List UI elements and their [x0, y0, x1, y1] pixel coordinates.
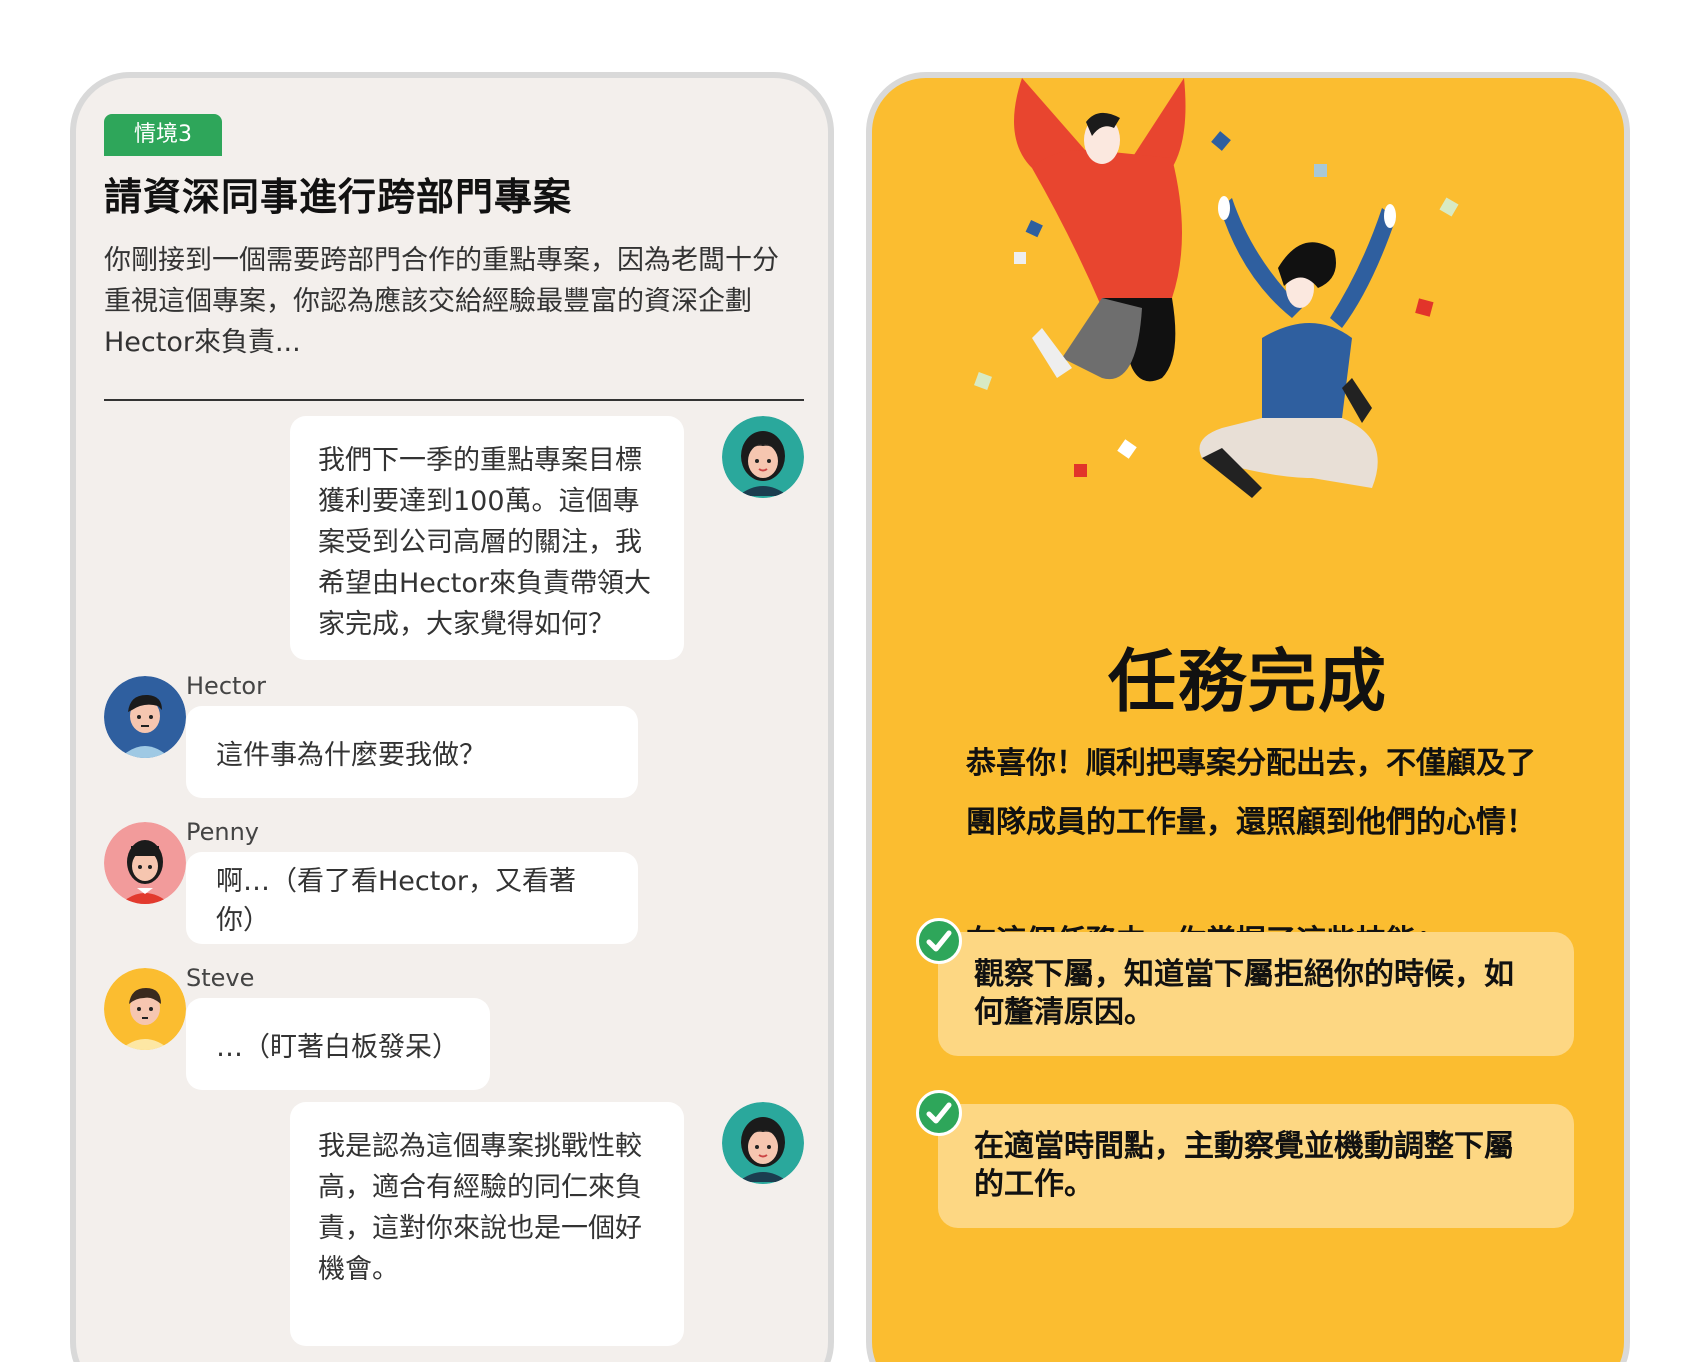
hector-name: Hector [186, 672, 266, 700]
woman-avatar-icon [722, 416, 804, 498]
celebration-illustration [974, 78, 1459, 498]
hector-avatar-icon [104, 676, 186, 758]
my-message-bubble-2: 我是認為這個專案挑戰性較高，適合有經驗的同仁來負責，這對你來說也是一個好機會。 [290, 1102, 684, 1346]
skill-card: 觀察下屬，知道當下屬拒絕你的時候，如何釐清原因。 [938, 932, 1574, 1056]
scenario-description: 你剛接到一個需要跨部門合作的重點專案，因為老闆十分重視這個專案，你認為應該交給經… [104, 245, 779, 358]
steve-name: Steve [186, 964, 255, 992]
chat-screen: 情境3 請資深同事進行跨部門專案 你剛接到一個需要跨部門合作的重點專案，因為老闆… [70, 72, 834, 1362]
penny-name: Penny [186, 818, 260, 846]
congrats-text: 恭喜你！順利把專案分配出去，不僅顧及了團隊成員的工作量，還照顧到他們的心情！ [966, 746, 1536, 840]
mission-complete-title: 任務完成 [1107, 643, 1388, 722]
check-icon [916, 918, 962, 964]
divider [104, 399, 804, 401]
hector-message-bubble: 這件事為什麼要我做？ [186, 706, 638, 798]
penny-message-bubble: 啊…（看了看Hector，又看著你） [186, 852, 638, 944]
skill-card: 在適當時間點，主動察覺並機動調整下屬的工作。 [938, 1104, 1574, 1228]
penny-avatar-icon [104, 822, 186, 904]
woman-avatar-icon [722, 1102, 804, 1184]
result-screen: 任務完成 恭喜你！順利把專案分配出去，不僅顧及了團隊成員的工作量，還照顧到他們的… [866, 72, 1630, 1362]
scenario-tag: 情境3 [104, 114, 222, 156]
steve-message-bubble: …（盯著白板發呆） [186, 998, 490, 1090]
scenario-title: 請資深同事進行跨部門專案 [104, 175, 573, 219]
my-message-bubble: 我們下一季的重點專案目標獲利要達到100萬。這個專案受到公司高層的關注，我希望由… [290, 416, 684, 660]
check-icon [916, 1090, 962, 1136]
steve-avatar-icon [104, 968, 186, 1050]
